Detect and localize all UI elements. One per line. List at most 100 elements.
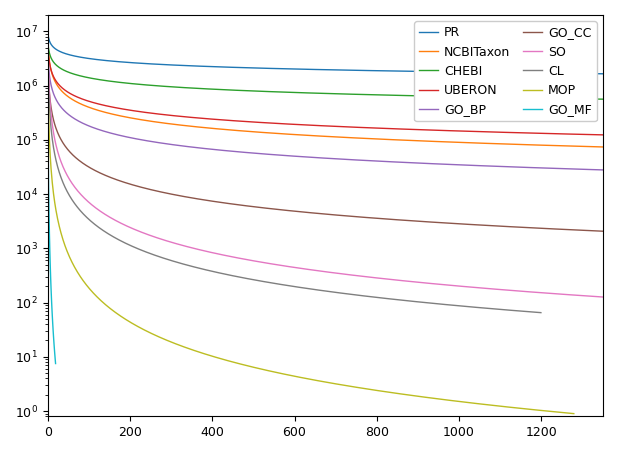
NCBITaxon bbox=[485, 141, 493, 146]
PR bbox=[237, 65, 245, 70]
GO_MF bbox=[46, 247, 54, 253]
GO_BP bbox=[44, 45, 51, 50]
CHEBI bbox=[237, 88, 245, 93]
UBERON bbox=[178, 114, 185, 119]
GO_MF bbox=[48, 296, 55, 301]
UBERON bbox=[237, 118, 244, 124]
GO_MF bbox=[50, 334, 57, 339]
GO_MF bbox=[51, 356, 59, 361]
SO bbox=[458, 284, 465, 289]
GO_BP bbox=[599, 167, 606, 173]
GO_MF bbox=[52, 361, 59, 366]
Line: GO_CC: GO_CC bbox=[48, 53, 603, 231]
CL bbox=[537, 310, 544, 316]
Line: PR: PR bbox=[48, 31, 603, 74]
CL bbox=[127, 243, 135, 248]
MOP bbox=[347, 384, 355, 389]
SO bbox=[599, 294, 606, 300]
PR bbox=[44, 29, 51, 34]
NCBITaxon bbox=[458, 140, 465, 145]
MOP bbox=[330, 381, 337, 386]
Line: SO: SO bbox=[48, 34, 603, 297]
SO bbox=[44, 31, 51, 36]
MOP bbox=[44, 57, 51, 62]
NCBITaxon bbox=[237, 128, 244, 133]
CL bbox=[303, 286, 311, 291]
PR bbox=[599, 71, 606, 77]
GO_MF bbox=[45, 209, 53, 215]
GO_CC bbox=[458, 221, 465, 227]
NCBITaxon bbox=[237, 128, 245, 133]
Line: MOP: MOP bbox=[48, 59, 574, 414]
CHEBI bbox=[59, 67, 66, 72]
Legend: PR, NCBITaxon, CHEBI, UBERON, GO_BP, GO_CC, SO, CL, MOP, GO_MF: PR, NCBITaxon, CHEBI, UBERON, GO_BP, GO_… bbox=[414, 21, 597, 121]
GO_CC bbox=[237, 202, 245, 208]
GO_CC bbox=[485, 223, 493, 228]
CL bbox=[313, 287, 321, 293]
GO_MF bbox=[48, 286, 55, 291]
GO_MF bbox=[51, 345, 58, 351]
CHEBI bbox=[485, 94, 493, 100]
SO bbox=[485, 286, 493, 291]
SO bbox=[59, 163, 66, 168]
Line: GO_BP: GO_BP bbox=[48, 48, 603, 170]
CHEBI bbox=[458, 94, 465, 99]
CHEBI bbox=[44, 37, 51, 43]
CL bbox=[258, 278, 265, 284]
CL bbox=[210, 269, 218, 274]
GO_CC bbox=[178, 193, 185, 199]
NCBITaxon bbox=[44, 34, 51, 39]
GO_CC bbox=[599, 228, 606, 234]
GO_MF bbox=[46, 262, 54, 267]
SO bbox=[237, 256, 245, 261]
Line: UBERON: UBERON bbox=[48, 41, 603, 135]
UBERON bbox=[59, 85, 66, 91]
GO_CC bbox=[59, 139, 66, 145]
CHEBI bbox=[599, 96, 606, 102]
UBERON bbox=[599, 132, 606, 138]
GO_BP bbox=[237, 149, 244, 155]
GO_MF bbox=[49, 327, 57, 333]
NCBITaxon bbox=[599, 144, 606, 150]
GO_MF bbox=[49, 320, 56, 326]
UBERON bbox=[44, 39, 51, 44]
SO bbox=[178, 242, 185, 248]
NCBITaxon bbox=[178, 123, 185, 128]
SO bbox=[237, 256, 244, 261]
CL bbox=[109, 234, 117, 239]
GO_BP bbox=[178, 143, 185, 148]
GO_MF bbox=[49, 313, 56, 318]
MOP bbox=[70, 263, 77, 268]
Line: NCBITaxon: NCBITaxon bbox=[48, 37, 603, 147]
GO_CC bbox=[44, 50, 51, 56]
UBERON bbox=[237, 118, 245, 124]
PR bbox=[59, 50, 66, 55]
CHEBI bbox=[178, 85, 185, 90]
PR bbox=[237, 65, 244, 70]
MOP bbox=[570, 411, 577, 416]
CL bbox=[44, 43, 51, 48]
GO_MF bbox=[48, 305, 56, 310]
MOP bbox=[397, 391, 404, 396]
GO_MF bbox=[45, 182, 53, 188]
GO_CC bbox=[237, 202, 244, 208]
GO_MF bbox=[51, 351, 59, 356]
CHEBI bbox=[237, 88, 244, 93]
Line: CL: CL bbox=[48, 45, 541, 313]
MOP bbox=[425, 395, 433, 400]
NCBITaxon bbox=[59, 89, 66, 94]
PR bbox=[178, 63, 185, 68]
MOP bbox=[326, 380, 334, 385]
GO_BP bbox=[237, 149, 245, 155]
PR bbox=[485, 70, 493, 75]
GO_BP bbox=[485, 163, 493, 169]
Line: GO_MF: GO_MF bbox=[48, 81, 56, 364]
GO_MF bbox=[46, 230, 53, 236]
UBERON bbox=[458, 128, 465, 134]
GO_BP bbox=[59, 106, 66, 112]
GO_BP bbox=[458, 162, 465, 168]
GO_MF bbox=[44, 144, 52, 149]
GO_MF bbox=[44, 79, 51, 84]
UBERON bbox=[485, 129, 493, 135]
GO_MF bbox=[50, 340, 57, 345]
